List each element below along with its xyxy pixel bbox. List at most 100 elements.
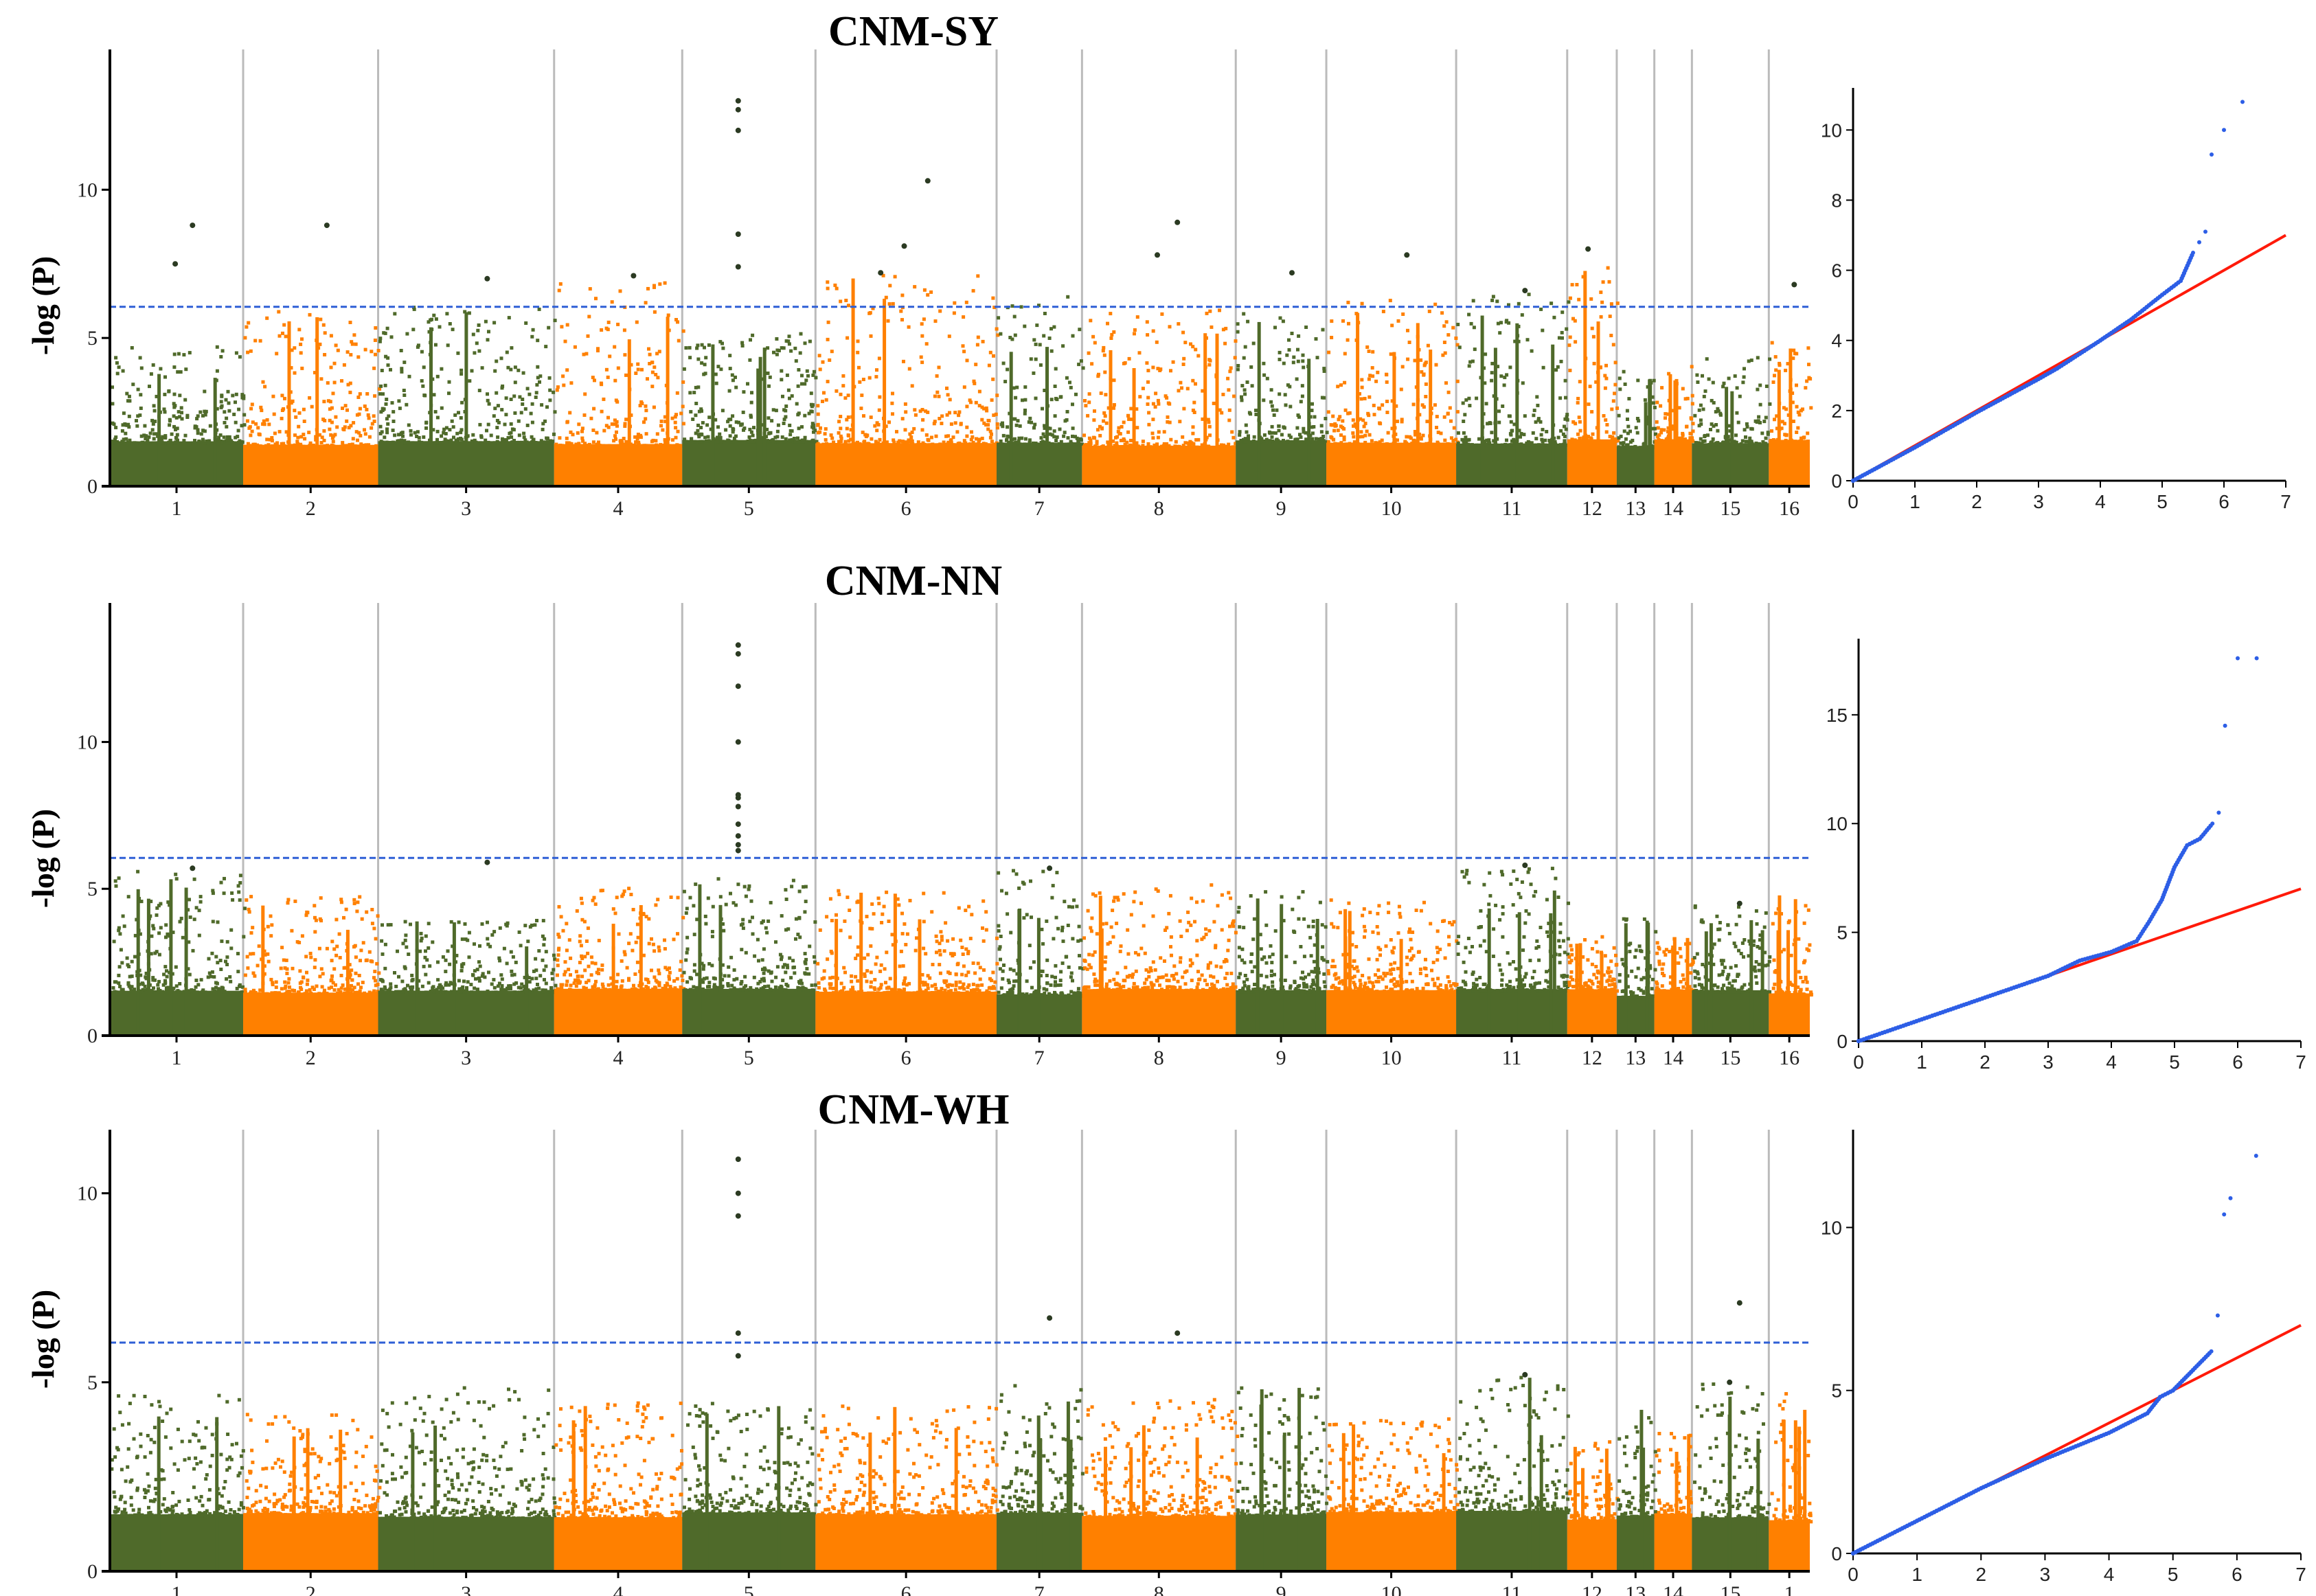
snp-point (261, 380, 265, 384)
snp-point (561, 374, 565, 378)
snp-point (767, 439, 771, 443)
snp-point (1280, 433, 1284, 437)
snp-point (467, 955, 471, 959)
snp-point (121, 423, 125, 427)
snp-point (994, 412, 998, 416)
snp-point (1534, 443, 1538, 447)
snp-point (112, 990, 116, 994)
snp-point (965, 425, 969, 429)
snp-point (1578, 436, 1582, 440)
snp-point (835, 286, 839, 290)
snp-point (990, 398, 994, 402)
snp-point (328, 418, 332, 422)
snp-point (916, 443, 920, 447)
snp-point (518, 990, 521, 994)
snp-point (637, 442, 641, 446)
snp-point (767, 984, 771, 988)
snp-point (1618, 387, 1622, 391)
snp-point (386, 923, 390, 927)
snp-point (1231, 445, 1235, 449)
snp-point (1358, 392, 1361, 396)
snp-point (650, 968, 653, 972)
snp-point (728, 354, 732, 358)
snp-point (334, 415, 338, 419)
snp-point (652, 365, 657, 369)
snp-point (1052, 429, 1056, 433)
snp-point (857, 365, 861, 369)
snp-point (300, 337, 304, 341)
snp-point (505, 961, 509, 966)
snp-point (1376, 441, 1381, 445)
snp-point (389, 990, 393, 994)
snp-point (824, 443, 828, 447)
snp-point (610, 300, 614, 304)
snp-point (1012, 315, 1017, 319)
snp-point (1492, 443, 1496, 447)
snp-point (359, 442, 363, 446)
snp-point (203, 409, 207, 413)
snp-point (1362, 424, 1366, 429)
snp-point (1591, 439, 1595, 443)
snp-point (1324, 417, 1328, 420)
snp-point (762, 979, 766, 983)
snp-point (1463, 438, 1467, 442)
snp-point (784, 404, 788, 408)
snp-point (583, 968, 587, 972)
snp-point (805, 967, 809, 971)
snp-point (704, 356, 708, 360)
snp-point (1008, 336, 1012, 339)
snp-point (1534, 437, 1539, 441)
snp-point (1199, 446, 1203, 449)
snp-point (151, 976, 155, 980)
snp-point (383, 990, 387, 994)
snp-point (161, 990, 165, 994)
snp-point (176, 441, 179, 445)
snp-point (1166, 420, 1170, 424)
snp-point (220, 441, 224, 445)
snp-point (897, 440, 901, 444)
snp-point (681, 380, 685, 384)
snp-point (729, 955, 734, 959)
snp-point (593, 983, 597, 987)
snp-point (666, 983, 670, 987)
snp-point (1154, 391, 1158, 396)
snp-point (752, 426, 756, 430)
snp-point (299, 988, 304, 991)
snp-point (1049, 398, 1054, 402)
snp-point (888, 284, 892, 288)
snp-point (459, 437, 464, 442)
snp-spike (1551, 344, 1555, 486)
snp-point (1705, 357, 1709, 361)
snp-point (300, 934, 304, 938)
snp-point (533, 923, 537, 927)
snp-point (383, 942, 387, 946)
snp-point (965, 404, 969, 409)
snp-point (407, 423, 411, 427)
snp-point (592, 896, 596, 900)
snp-point (211, 920, 215, 924)
snp-point (1741, 380, 1745, 385)
snp-point (694, 413, 698, 418)
snp-point (302, 444, 306, 448)
snp-point (157, 990, 161, 994)
snp-point (313, 930, 317, 934)
snp-point (509, 950, 513, 954)
snp-point (249, 433, 253, 437)
snp-point (1656, 435, 1660, 439)
snp-point (477, 979, 481, 983)
snp-point (780, 378, 784, 382)
snp-point (1613, 383, 1617, 387)
snp-point (523, 924, 527, 928)
snp-point (386, 356, 390, 360)
snp-point (751, 915, 754, 920)
snp-point (243, 990, 247, 994)
snp-point (541, 919, 545, 923)
snp-point (1050, 433, 1054, 437)
snp-point (938, 417, 942, 420)
snp-point (1791, 420, 1795, 423)
snp-point (1298, 433, 1302, 437)
snp-point (247, 907, 251, 911)
snp-point (793, 346, 797, 350)
significant-snp (735, 98, 741, 104)
snp-point (652, 405, 656, 409)
